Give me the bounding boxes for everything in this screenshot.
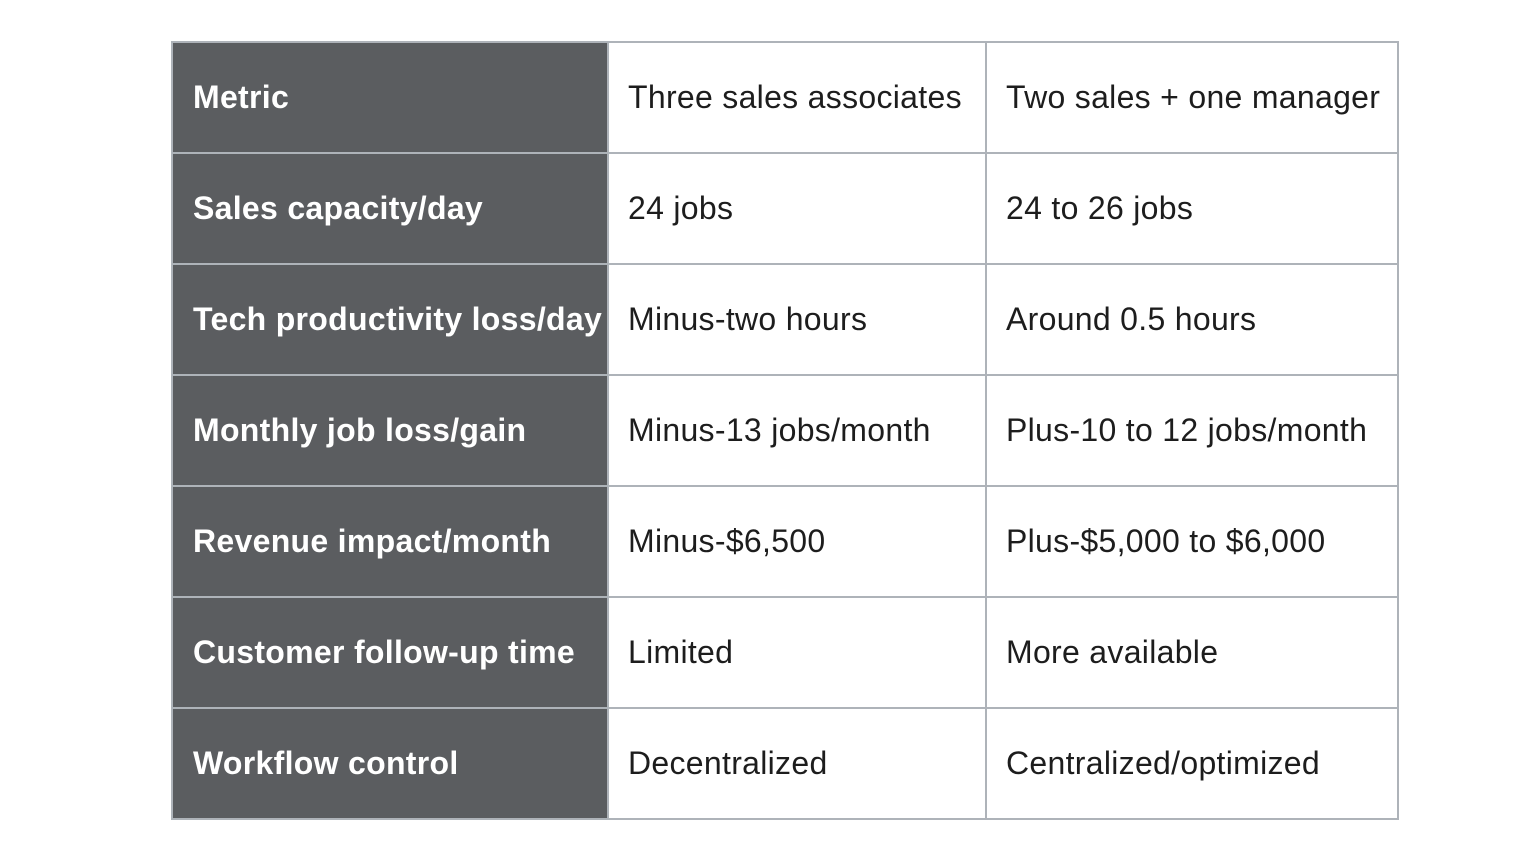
table-header-row: Metric Three sales associates Two sales … xyxy=(171,41,1399,154)
row-metric-label: Monthly job loss/gain xyxy=(171,374,609,487)
table-row: Monthly job loss/gain Minus-13 jobs/mont… xyxy=(171,374,1399,487)
row-value-three-associates: Minus-$6,500 xyxy=(607,485,987,598)
table-row: Tech productivity loss/day Minus-two hou… xyxy=(171,263,1399,376)
row-metric-label: Workflow control xyxy=(171,707,609,820)
row-value-three-associates: Minus-two hours xyxy=(607,263,987,376)
header-metric: Metric xyxy=(171,41,609,154)
table-row: Workflow control Decentralized Centraliz… xyxy=(171,707,1399,820)
row-value-three-associates: 24 jobs xyxy=(607,152,987,265)
row-value-three-associates: Decentralized xyxy=(607,707,987,820)
row-metric-label: Customer follow-up time xyxy=(171,596,609,709)
row-value-three-associates: Limited xyxy=(607,596,987,709)
row-value-two-sales-manager: Centralized/optimized xyxy=(985,707,1399,820)
header-two-sales-one-manager: Two sales + one manager xyxy=(985,41,1399,154)
table-row: Customer follow-up time Limited More ava… xyxy=(171,596,1399,709)
table-row: Revenue impact/month Minus-$6,500 Plus-$… xyxy=(171,485,1399,598)
row-value-three-associates: Minus-13 jobs/month xyxy=(607,374,987,487)
row-metric-label: Sales capacity/day xyxy=(171,152,609,265)
row-metric-label: Tech productivity loss/day xyxy=(171,263,609,376)
row-value-two-sales-manager: Around 0.5 hours xyxy=(985,263,1399,376)
comparison-table-container: Metric Three sales associates Two sales … xyxy=(171,41,1399,820)
row-value-two-sales-manager: Plus-$5,000 to $6,000 xyxy=(985,485,1399,598)
comparison-table: Metric Three sales associates Two sales … xyxy=(171,41,1399,820)
row-metric-label: Revenue impact/month xyxy=(171,485,609,598)
header-three-sales-associates: Three sales associates xyxy=(607,41,987,154)
row-value-two-sales-manager: 24 to 26 jobs xyxy=(985,152,1399,265)
table-row: Sales capacity/day 24 jobs 24 to 26 jobs xyxy=(171,152,1399,265)
row-value-two-sales-manager: Plus-10 to 12 jobs/month xyxy=(985,374,1399,487)
row-value-two-sales-manager: More available xyxy=(985,596,1399,709)
